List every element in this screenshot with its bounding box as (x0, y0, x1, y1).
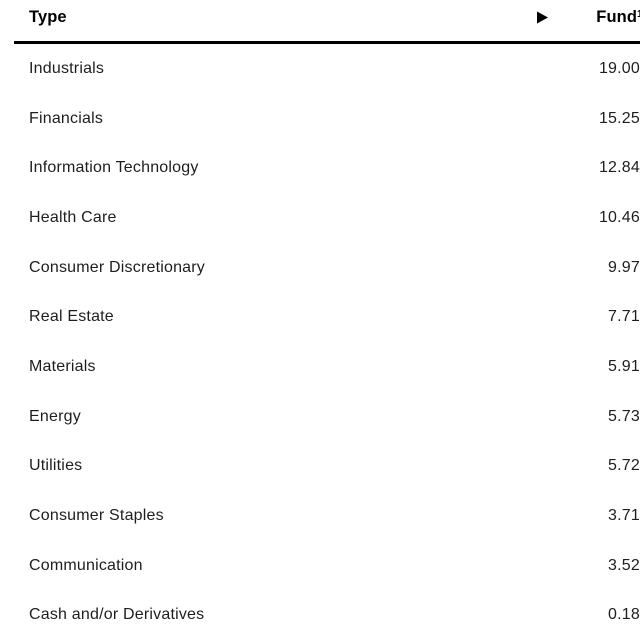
fund-percentage-value: 3.71 (608, 507, 640, 525)
sector-type-label: Communication (29, 556, 143, 574)
triangle-right-icon (536, 11, 549, 24)
table-row: Cash and/or Derivatives 0.18 (0, 591, 640, 640)
table-row: Consumer Staples 3.71 (0, 491, 640, 541)
sector-type-label: Materials (29, 357, 96, 375)
sector-type-label: Health Care (29, 208, 117, 226)
table-row: Information Technology 12.84 (0, 143, 640, 193)
table-row: Real Estate 7.71 (0, 292, 640, 342)
sector-type-label: Cash and/or Derivatives (29, 606, 205, 624)
table-header-row: Type Fund 1 (14, 0, 640, 44)
sector-type-label: Real Estate (29, 308, 114, 326)
sector-type-label: Energy (29, 407, 81, 425)
column-header-fund-label: Fund (596, 7, 637, 26)
fund-footnote-marker: 1 (637, 9, 640, 20)
column-header-type: Type (29, 7, 67, 26)
fund-percentage-value: 12.84 (598, 159, 640, 177)
table-body: Industrials 19.00 Financials 15.25 Infor… (0, 44, 640, 640)
scroll-right-button[interactable] (536, 11, 549, 24)
sector-type-label: Information Technology (29, 159, 199, 177)
fund-percentage-value: 19.00 (598, 59, 640, 77)
table-row: Materials 5.91 (0, 342, 640, 392)
table-row: Financials 15.25 (0, 94, 640, 144)
fund-percentage-value: 5.91 (608, 357, 640, 375)
table-row: Consumer Discretionary 9.97 (0, 243, 640, 293)
sector-type-label: Industrials (29, 59, 105, 77)
sector-type-label: Consumer Staples (29, 507, 164, 525)
fund-percentage-value: 7.71 (608, 308, 640, 326)
fund-percentage-value: 10.46 (598, 208, 640, 226)
table-row: Energy 5.73 (0, 392, 640, 442)
fund-percentage-value: 5.72 (608, 457, 640, 475)
sector-type-label: Utilities (29, 457, 83, 475)
fund-percentage-value: 0.18 (608, 606, 640, 624)
table-row: Communication 3.52 (0, 541, 640, 591)
fund-percentage-value: 5.73 (608, 407, 640, 425)
fund-percentage-value: 3.52 (608, 556, 640, 574)
sector-type-label: Financials (29, 109, 104, 127)
column-header-fund: Fund 1 (596, 8, 640, 27)
sector-type-label: Consumer Discretionary (29, 258, 206, 276)
table-row: Industrials 19.00 (0, 44, 640, 94)
table-row: Utilities 5.72 (0, 442, 640, 492)
fund-percentage-value: 9.97 (608, 258, 640, 276)
table-row: Health Care 10.46 (0, 193, 640, 243)
fund-percentage-value: 15.25 (598, 109, 640, 127)
